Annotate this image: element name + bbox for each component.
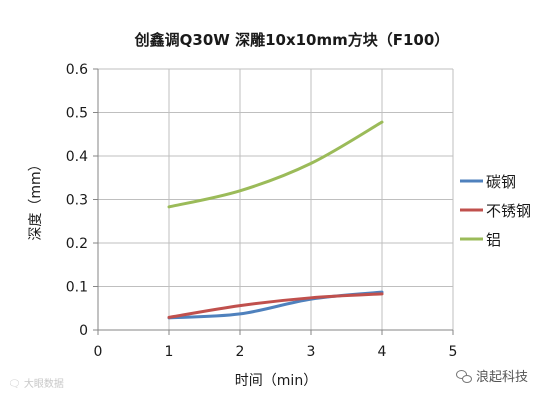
legend-label: 不锈钢 (486, 202, 531, 220)
watermark-left: 🗨 大眼数据 (8, 375, 64, 390)
x-tick-label: 0 (94, 344, 103, 360)
x-tick-label: 4 (378, 344, 387, 360)
axes (93, 69, 453, 335)
wechat-icon (456, 369, 472, 383)
legend-label: 铝 (486, 231, 501, 249)
y-tick-label: 0.2 (66, 236, 88, 252)
series-line-3 (169, 122, 382, 207)
y-tick-label: 0.3 (66, 193, 88, 209)
chart-title: 创鑫调Q30W 深雕10x10mm方块（F100） (134, 31, 450, 49)
y-axis-label: 深度（mm） (28, 157, 44, 240)
x-tick-label: 1 (165, 344, 174, 360)
series-lines (169, 122, 382, 318)
x-axis-label: 时间（min） (235, 373, 317, 389)
y-tick-label: 0.4 (66, 149, 88, 165)
watermark-right-text: 浪起科技 (476, 366, 528, 385)
x-tick-label: 2 (236, 344, 245, 360)
x-tick-labels: 0 1 2 3 4 5 (94, 344, 458, 360)
grid (98, 69, 453, 330)
y-tick-label: 0.6 (66, 62, 88, 78)
y-tick-label: 0.5 (66, 106, 88, 122)
y-tick-labels: 0 0.1 0.2 0.3 0.4 0.5 0.6 (66, 62, 88, 339)
legend-label: 碳钢 (486, 173, 516, 191)
x-tick-label: 3 (307, 344, 316, 360)
x-tick-label: 5 (449, 344, 458, 360)
y-tick-label: 0 (79, 323, 88, 339)
y-tick-label: 0.1 (66, 280, 88, 296)
watermark-right: 浪起科技 (456, 366, 528, 385)
